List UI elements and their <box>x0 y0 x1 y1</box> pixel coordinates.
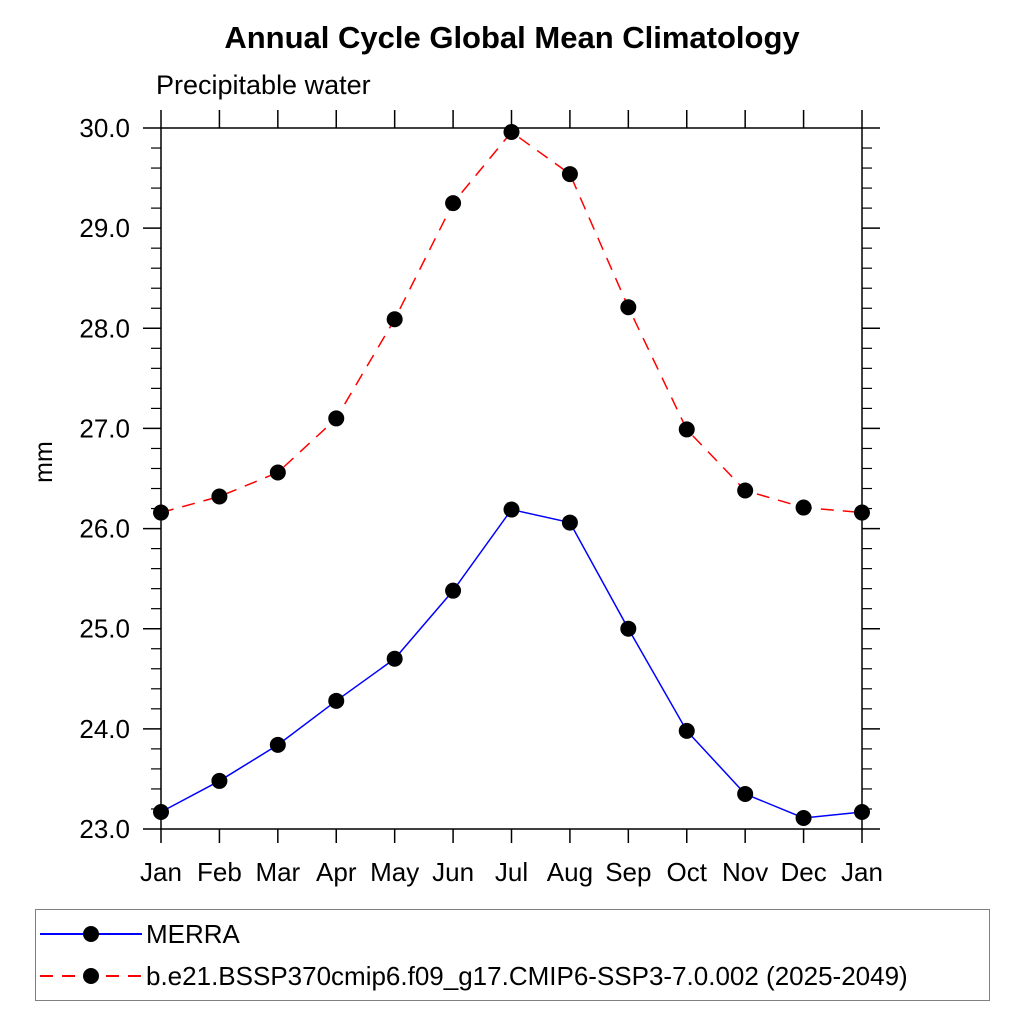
data-point <box>503 124 520 141</box>
legend-label-merra: MERRA <box>146 919 240 949</box>
x-tick-label: Feb <box>197 857 242 887</box>
model-line-sample <box>40 966 142 986</box>
x-tick-label: Oct <box>667 857 708 887</box>
data-point <box>153 504 169 521</box>
x-tick-label: Nov <box>722 857 768 887</box>
data-point <box>153 803 169 820</box>
data-point <box>620 620 637 637</box>
data-point <box>678 421 695 438</box>
y-tick-label: 30.0 <box>79 113 130 143</box>
data-point <box>854 504 870 521</box>
data-point <box>620 299 637 316</box>
model-marker-dot <box>83 968 99 984</box>
series-1 <box>153 124 870 521</box>
data-point <box>795 499 812 516</box>
x-tick-label: Aug <box>547 857 593 887</box>
x-tick-label: Jul <box>495 857 528 887</box>
data-point <box>269 736 286 753</box>
legend-item-merra: MERRA <box>40 919 240 949</box>
y-tick-label: 25.0 <box>79 614 130 644</box>
y-tick-label: 24.0 <box>79 714 130 744</box>
x-tick-label: Jan <box>140 857 182 887</box>
data-point <box>737 482 754 499</box>
y-tick-label: 23.0 <box>79 814 130 844</box>
data-point <box>445 582 462 599</box>
series-1-line <box>160 130 863 514</box>
data-point <box>561 514 578 531</box>
data-point <box>211 488 228 505</box>
y-axis-ticks: 23.0 24.0 25.0 26.0 27.0 28.0 29.0 30.0 <box>79 113 880 844</box>
data-point <box>561 166 578 183</box>
data-point <box>503 501 520 518</box>
data-point <box>795 809 812 826</box>
y-tick-label: 26.0 <box>79 514 130 544</box>
data-point <box>386 650 403 667</box>
series-0-line <box>160 508 863 819</box>
chart-subtitle: Precipitable water <box>156 70 371 100</box>
plot-frame <box>160 127 863 830</box>
data-point <box>854 803 870 820</box>
y-tick-label: 27.0 <box>79 413 130 443</box>
data-point <box>386 311 403 328</box>
data-point <box>211 772 228 789</box>
y-tick-label: 29.0 <box>79 213 130 243</box>
x-tick-label: Sep <box>605 857 651 887</box>
legend-label-model: b.e21.BSSP370cmip6.f09_g17.CMIP6-SSP3-7.… <box>146 961 908 991</box>
y-tick-label: 28.0 <box>79 313 130 343</box>
legend: MERRA b.e21.BSSP370cmip6.f09_g17.CMIP6-S… <box>35 909 990 1001</box>
x-axis-ticks: Jan Feb Mar Apr May Jun Jul Aug Sep Oct Nov Dec Jan <box>140 110 883 887</box>
x-tick-label: May <box>370 857 419 887</box>
x-tick-label: Apr <box>316 857 357 887</box>
data-point <box>678 722 695 739</box>
chart-title: Annual Cycle Global Mean Climatology <box>224 20 800 55</box>
data-point <box>269 464 286 481</box>
x-tick-label: Mar <box>255 857 300 887</box>
data-point <box>737 785 754 802</box>
data-point <box>328 410 345 427</box>
x-tick-label: Dec <box>780 857 826 887</box>
series-0 <box>153 501 870 826</box>
data-point <box>445 195 462 212</box>
data-point <box>328 692 345 709</box>
x-tick-label: Jan <box>841 857 883 887</box>
legend-item-model: b.e21.BSSP370cmip6.f09_g17.CMIP6-SSP3-7.… <box>40 961 908 991</box>
merra-marker-dot <box>83 926 99 942</box>
merra-line-sample <box>40 924 142 944</box>
x-tick-label: Jun <box>432 857 474 887</box>
